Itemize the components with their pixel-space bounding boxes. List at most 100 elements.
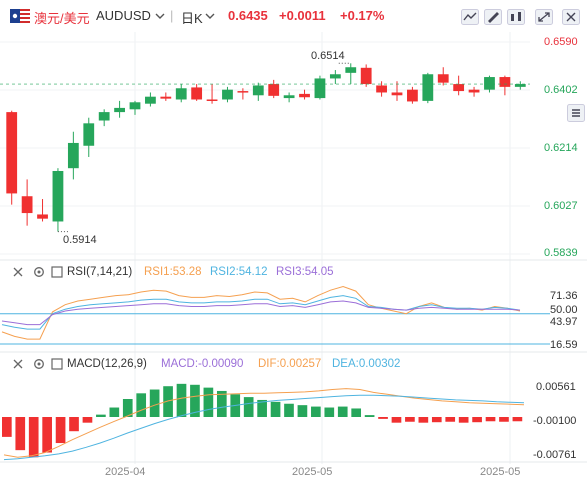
y-tick-label: 0.5839 <box>544 247 578 259</box>
pair-name[interactable]: 澳元/美元 <box>34 11 90 26</box>
rsi-tick-label: 43.97 <box>550 316 578 328</box>
low-annotation: 0.5914 <box>63 234 97 246</box>
candle-body <box>52 170 64 222</box>
macd-bar <box>15 417 26 451</box>
symbol-code[interactable]: AUDUSD <box>96 8 151 23</box>
candle-body <box>345 67 357 73</box>
high-annotation: 0.6514 <box>311 50 345 62</box>
close-icon[interactable] <box>562 9 580 25</box>
candle-body <box>376 85 387 93</box>
collapse-icon[interactable] <box>13 267 23 277</box>
chart-header: 澳元/美元 AUDUSD | 日K 0.6435 +0.0011 +0.17% <box>0 0 587 32</box>
macd-line-dif <box>3 388 525 458</box>
macd-tick-label: 0.00561 <box>536 381 576 393</box>
chart-grid <box>0 32 587 464</box>
x-tick-label: 2025-05 <box>292 466 333 478</box>
candle-body <box>314 78 326 99</box>
candle-body <box>67 142 79 169</box>
rsi2-value: RSI2:54.12 <box>210 266 268 278</box>
candle-body <box>484 77 495 90</box>
rsi-tick-label: 50.00 <box>550 304 578 316</box>
last-price: 0.6435 <box>228 8 268 23</box>
candle-body <box>191 87 203 100</box>
macd-bar <box>270 401 281 417</box>
macd-bar <box>163 386 173 417</box>
candle-body <box>499 77 511 87</box>
macd-bar <box>203 387 214 417</box>
macd-panel <box>2 383 525 461</box>
macd-bar <box>42 417 52 453</box>
candle-body <box>160 96 172 99</box>
candle-body <box>83 123 95 146</box>
macd-bar <box>243 397 254 417</box>
rsi1-value: RSI1:53.28 <box>144 266 202 278</box>
settings-icon[interactable] <box>567 104 585 122</box>
interval-dropdown-icon[interactable] <box>205 13 215 20</box>
collapse-icon[interactable] <box>13 359 23 369</box>
macd-bar <box>216 390 227 417</box>
macd-bar <box>257 399 267 417</box>
candle-body <box>468 89 480 93</box>
dropdown-icon[interactable] <box>155 13 165 20</box>
eye-icon[interactable] <box>51 358 63 370</box>
macd-line-dea <box>3 394 525 461</box>
macd-bar <box>472 417 482 423</box>
rsi-line-rsi1 <box>1 285 521 340</box>
candle-body <box>283 95 295 99</box>
macd-bar <box>2 417 12 437</box>
rsi3-value: RSI3:54.05 <box>276 266 334 278</box>
fullscreen-icon[interactable] <box>535 9 553 25</box>
macd-bar <box>69 417 79 432</box>
candle-body <box>21 196 33 214</box>
price-change-pct: +0.17% <box>340 8 385 23</box>
dif-value: DIF:0.00257 <box>258 358 322 370</box>
macd-bar <box>297 405 308 417</box>
macd-bar <box>364 415 375 417</box>
candle-body <box>268 84 280 96</box>
macd-bar <box>28 417 39 458</box>
candle-body <box>6 112 18 194</box>
macd-bar <box>485 417 496 422</box>
candle-body <box>391 92 403 96</box>
candle-body <box>407 89 418 102</box>
separator: | <box>170 8 174 23</box>
macd-bar <box>96 414 106 417</box>
y-tick-label: 0.6402 <box>544 84 578 96</box>
macd-value: MACD:-0.00090 <box>161 358 244 370</box>
y-tick-label: 0.6214 <box>544 142 578 154</box>
eye-icon[interactable] <box>51 266 63 278</box>
chart-type-icon[interactable] <box>461 9 479 25</box>
interval-selector[interactable]: 日K <box>181 11 203 26</box>
gear-icon[interactable] <box>33 266 45 278</box>
indicator-icon[interactable] <box>507 9 525 25</box>
candle-body <box>98 112 110 121</box>
macd-bar <box>284 403 294 417</box>
candlestick-series <box>0 62 530 233</box>
macd-bar <box>82 417 93 423</box>
candle-body <box>514 84 526 87</box>
candle-body <box>437 74 449 83</box>
dea-value: DEA:0.00302 <box>332 358 401 370</box>
macd-bar <box>311 406 321 417</box>
macd-bar <box>499 417 509 422</box>
macd-bar <box>391 417 402 423</box>
macd-bar <box>337 406 348 417</box>
candle-body <box>145 96 156 104</box>
candle-body <box>299 93 310 98</box>
candle-body <box>329 74 341 79</box>
draw-icon[interactable] <box>484 9 502 25</box>
candle-body <box>222 89 233 100</box>
candle-body <box>453 84 465 92</box>
macd-bar <box>405 417 415 422</box>
macd-tick-label: -0.00100 <box>533 415 577 427</box>
gear-icon[interactable] <box>33 358 45 370</box>
macd-bar <box>458 417 469 423</box>
rsi-line-rsi3 <box>1 300 521 326</box>
macd-bar <box>418 417 429 423</box>
rsi-panel <box>0 285 550 345</box>
candle-body <box>206 99 218 101</box>
candle-body <box>360 67 372 85</box>
macd-bar <box>378 417 388 419</box>
macd-bar <box>176 383 187 417</box>
